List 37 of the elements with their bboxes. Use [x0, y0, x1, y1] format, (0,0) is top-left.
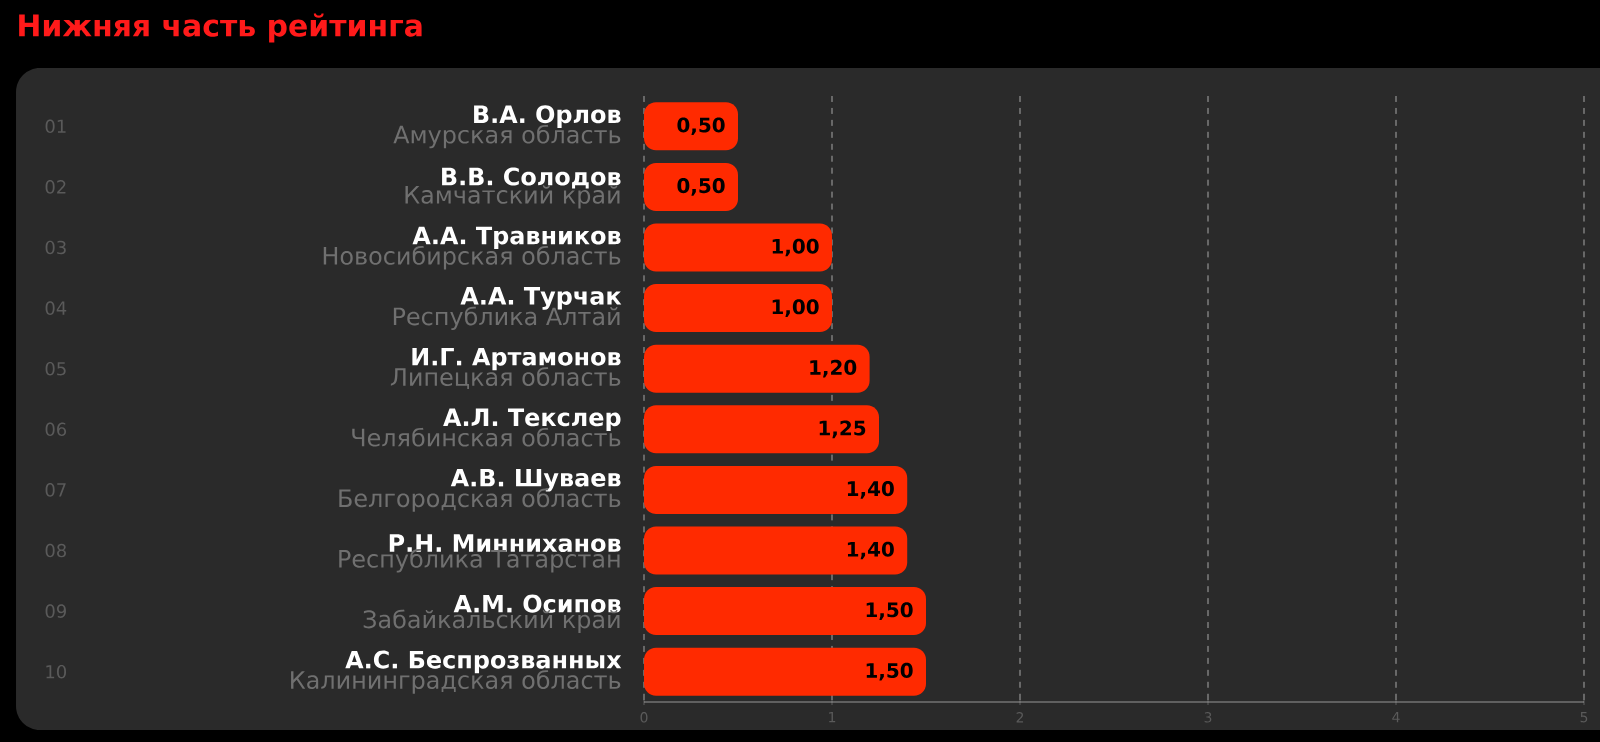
text: Амурская область	[393, 124, 621, 149]
bar	[644, 162, 739, 211]
y-tick-label: И.Г. Артамонов	[412, 347, 621, 371]
bar	[644, 405, 880, 454]
data-label: 1,00	[772, 238, 819, 257]
data-label: 0,50	[677, 117, 725, 136]
bar	[644, 587, 927, 636]
y-tick-label: А.С. Беспрозванных	[345, 650, 622, 674]
bar	[644, 344, 870, 393]
text: Белгородская область	[339, 488, 621, 512]
data-label: 1,40	[847, 541, 894, 560]
data-label: 1,40	[847, 481, 894, 499]
y-tick-label: А.М. Осипов	[453, 594, 621, 613]
data-label: 1,50	[866, 602, 913, 620]
text: Челябинская область	[352, 427, 621, 447]
bar	[644, 102, 739, 151]
bar	[644, 223, 833, 272]
y-tick-label: В.В. Солодов	[442, 167, 621, 189]
data-label: 0,50	[677, 178, 725, 196]
text: Калининградская область	[291, 670, 621, 694]
data-label: 1,00	[772, 299, 819, 317]
text: Липецкая область	[390, 367, 621, 389]
data-label: 1,20	[810, 359, 857, 378]
bar	[644, 284, 833, 333]
data-label: 1,50	[866, 662, 913, 681]
y-tick-label: Р.Н. Минниханов	[389, 534, 621, 553]
y-tick-label: А.В. Шуваев	[450, 468, 621, 492]
y-tick-label: В.А. Орлов	[474, 105, 621, 128]
y-tick-label: А.Л. Текслер	[443, 408, 621, 431]
y-tick-label: А.А. Турчак	[460, 287, 622, 310]
bar	[644, 526, 908, 575]
data-label: 1,25	[819, 420, 866, 439]
bar	[644, 465, 908, 514]
text: Камчатский край	[405, 185, 620, 209]
text: Нижняя часть рейтинга	[19, 13, 422, 43]
bar	[644, 647, 927, 696]
text: Новосибирская область	[323, 245, 621, 270]
